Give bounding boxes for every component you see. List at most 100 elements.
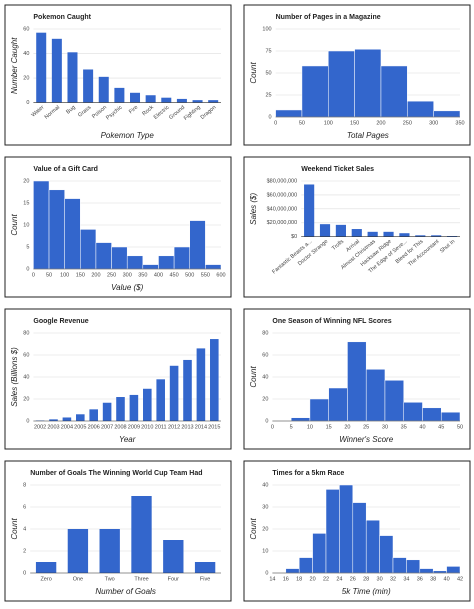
y-tick-label: 60: [23, 352, 29, 358]
bar: [309, 398, 329, 422]
x-tick-label: 2015: [208, 424, 220, 430]
y-tick-label: 40: [262, 374, 268, 380]
x-tick-label: 350: [455, 120, 464, 126]
bar: [51, 38, 62, 103]
x-tick-label: Zero: [40, 576, 51, 582]
bar: [143, 388, 152, 421]
x-tick-label: 2004: [61, 424, 73, 430]
x-tick-label: 300: [123, 272, 132, 278]
x-tick-label: 42: [457, 576, 463, 582]
chart-title: Number of Goals The Winning World Cup Te…: [30, 470, 202, 477]
bar: [145, 95, 156, 103]
x-tick-label: 2008: [114, 424, 126, 430]
bar: [49, 419, 58, 421]
x-tick-label: 38: [430, 576, 436, 582]
x-tick-label: 16: [283, 576, 289, 582]
x-tick-label: 200: [91, 272, 100, 278]
bar: [304, 184, 315, 237]
x-tick-label: 2010: [141, 424, 153, 430]
y-tick-label: 20: [23, 396, 29, 402]
x-tick-label: 100: [60, 272, 69, 278]
x-tick-label: 45: [438, 424, 444, 430]
bar: [380, 65, 408, 118]
x-tick-label: 35: [401, 424, 407, 430]
bar: [169, 365, 179, 421]
x-axis-label: Pokemon Type: [101, 131, 155, 140]
x-tick-label: 18: [296, 576, 302, 582]
x-tick-label: 200: [376, 120, 385, 126]
bar: [335, 224, 346, 237]
x-tick-label: 550: [201, 272, 210, 278]
y-tick-label: 15: [23, 200, 29, 206]
y-tick-label: 20: [23, 76, 29, 82]
x-tick-label: 0: [32, 272, 35, 278]
x-tick-label: 34: [403, 576, 409, 582]
y-tick-label: 0: [269, 114, 272, 120]
y-tick-label: 25: [265, 92, 271, 98]
bar: [325, 489, 340, 574]
chart-title: Number of Pages in a Magazine: [276, 14, 381, 21]
x-tick-label: Bug: [65, 105, 76, 116]
y-tick-label: 0: [265, 418, 268, 424]
bar: [415, 235, 426, 237]
x-tick-label: 2009: [128, 424, 140, 430]
x-tick-label: 2014: [195, 424, 207, 430]
bar: [131, 496, 152, 573]
x-tick-label: 14: [269, 576, 275, 582]
x-tick-label: 0: [274, 120, 277, 126]
y-tick-label: 0: [265, 570, 268, 576]
bar: [35, 562, 57, 573]
y-axis-label: Count: [249, 366, 258, 388]
bar: [130, 92, 141, 103]
x-tick-label: 26: [350, 576, 356, 582]
bar: [384, 380, 404, 422]
y-tick-label: 10: [23, 222, 29, 228]
x-tick-label: 2007: [101, 424, 113, 430]
bar: [173, 246, 190, 270]
x-tick-label: 2003: [47, 424, 59, 430]
x-tick-label: 450: [170, 272, 179, 278]
bar: [328, 50, 355, 118]
x-tick-label: 5: [290, 424, 293, 430]
bar: [205, 264, 222, 270]
bar: [183, 359, 192, 421]
y-tick-label: 80: [262, 330, 268, 336]
x-tick-label: 250: [403, 120, 412, 126]
x-tick-label: 25: [363, 424, 369, 430]
bar: [111, 246, 128, 270]
bar: [126, 255, 144, 270]
x-tick-label: 2013: [181, 424, 193, 430]
y-tick-label: $40,000,000: [267, 206, 298, 212]
bar: [399, 233, 410, 237]
bar: [407, 100, 434, 118]
bar: [347, 341, 367, 422]
x-tick-label: 20: [310, 576, 316, 582]
y-tick-label: 40: [23, 51, 29, 57]
bar: [161, 97, 172, 103]
x-tick-label: 50: [299, 120, 305, 126]
bar: [379, 535, 394, 574]
x-tick-label: 150: [350, 120, 359, 126]
x-tick-label: 30: [382, 424, 388, 430]
bar: [176, 98, 187, 103]
bar: [432, 570, 447, 574]
y-axis-label: Number Caught: [10, 37, 19, 94]
x-axis-label: Year: [119, 435, 136, 444]
x-tick-label: 36: [417, 576, 423, 582]
y-tick-label: 30: [262, 504, 268, 510]
bar: [354, 48, 382, 118]
bar: [383, 231, 394, 237]
bar: [33, 180, 50, 270]
x-tick-label: 20: [344, 424, 350, 430]
chart-title: Google Revenue: [33, 318, 88, 325]
bar: [440, 411, 461, 422]
y-tick-label: $80,000,000: [267, 178, 298, 184]
x-tick-label: 24: [336, 576, 342, 582]
bar: [365, 369, 386, 422]
y-tick-label: 40: [262, 482, 268, 488]
y-axis-label: Sales ($): [249, 193, 258, 225]
bar: [392, 557, 407, 574]
y-axis-label: Sales (Billions $): [10, 347, 19, 407]
bar: [194, 562, 216, 573]
